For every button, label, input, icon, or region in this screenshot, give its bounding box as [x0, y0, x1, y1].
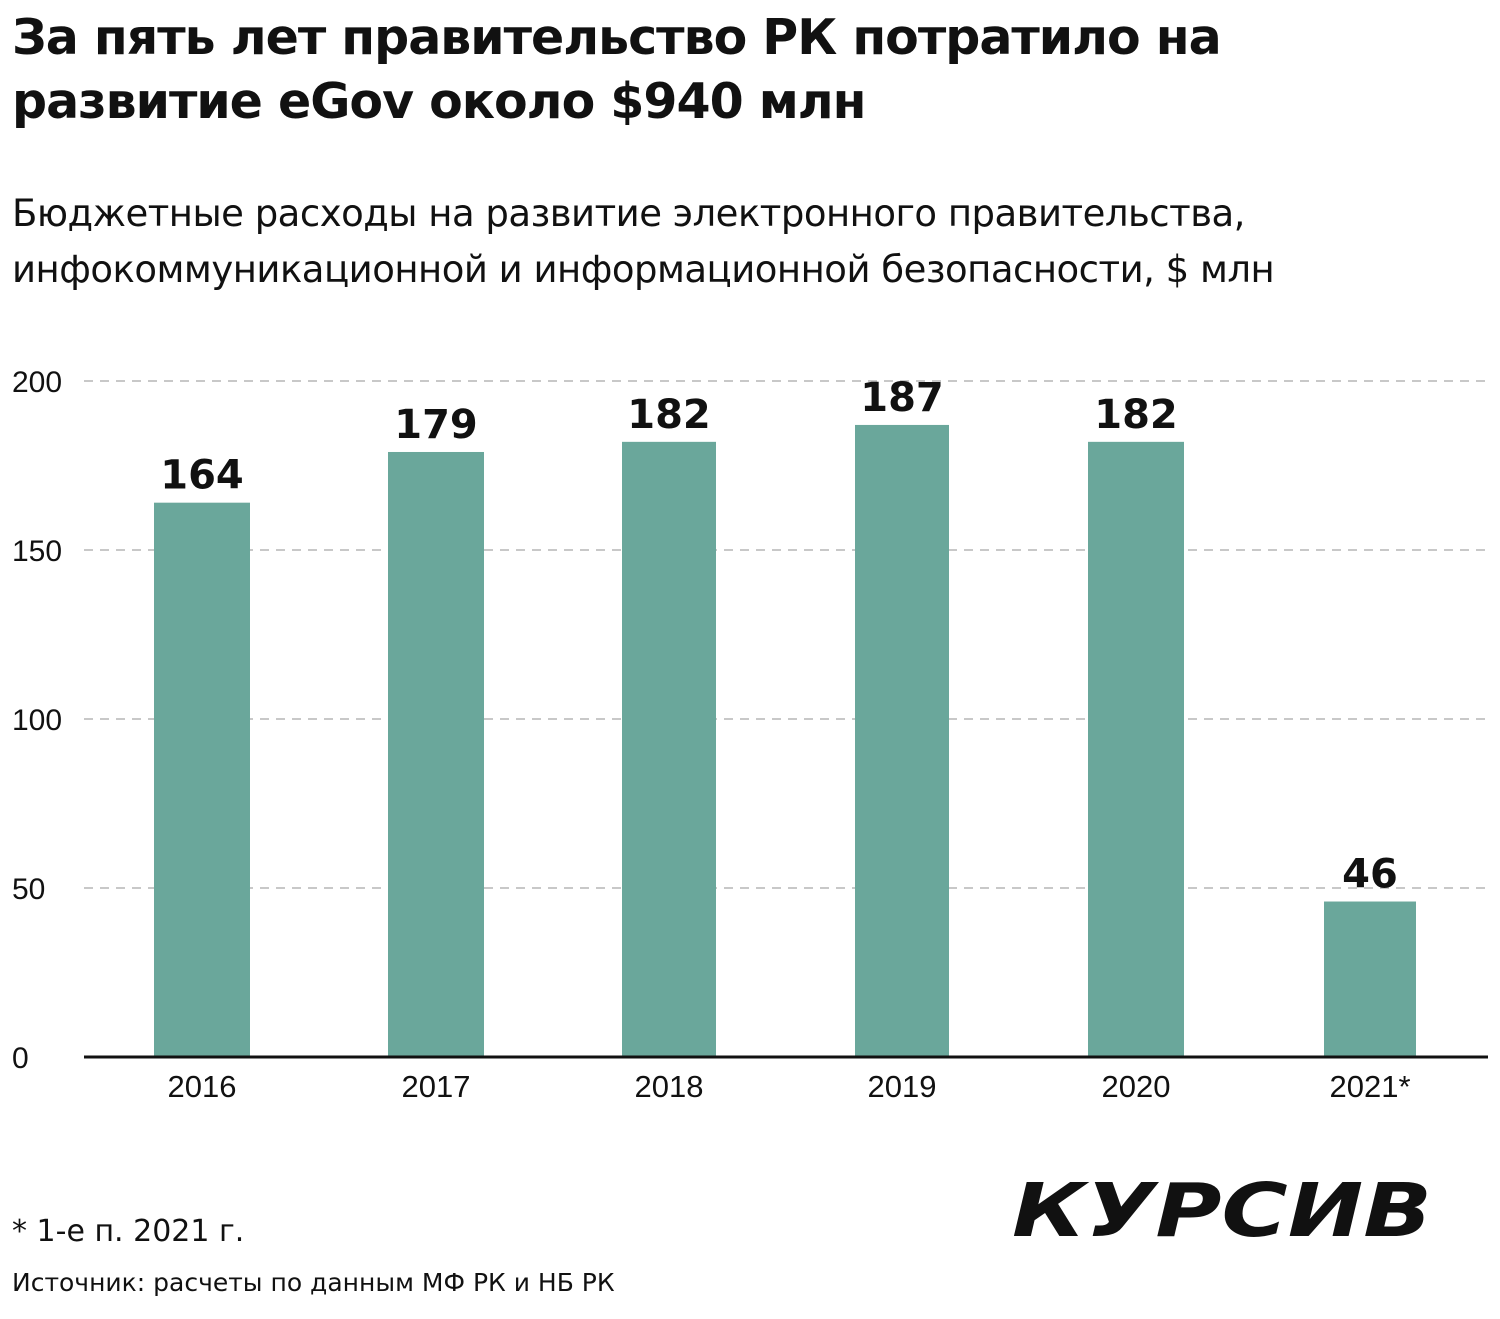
chart-subtitle: Бюджетные расходы на развитие электронно…: [12, 192, 1275, 291]
y-tick-label: 100: [12, 704, 62, 737]
bar-2018: [622, 441, 716, 1058]
source-note: Источник: расчеты по данным МФ РК и НБ Р…: [12, 1268, 615, 1297]
bar-chart: 0 50 100 150 200 164 2016 179 2017 182 2018 187 201…: [12, 366, 1488, 1104]
x-tick-label: 2016: [168, 1069, 237, 1104]
data-label: 182: [627, 392, 711, 438]
kursiv-logo: КУРСИВ: [1012, 1172, 1432, 1244]
bar-2019: [855, 424, 949, 1057]
y-tick-label: 200: [12, 366, 62, 399]
chart-title: За пять лет правительство РК потратило н…: [12, 9, 1222, 130]
data-label: 187: [860, 375, 944, 421]
bar-2017: [388, 451, 484, 1058]
y-tick-label: 50: [12, 873, 45, 906]
x-tick-label: 2019: [868, 1069, 937, 1104]
data-label: 46: [1342, 852, 1398, 898]
x-tick-label: 2018: [635, 1069, 704, 1104]
x-tick-label: 2017: [402, 1069, 471, 1104]
x-tick-label: 2021*: [1329, 1069, 1410, 1104]
footnote: * 1-е п. 2021 г.: [12, 1214, 245, 1249]
logo-text: КУРСИВ: [1012, 1172, 1432, 1244]
x-tick-label: 2020: [1102, 1069, 1171, 1104]
data-label: 179: [394, 402, 478, 448]
data-label: 164: [160, 453, 244, 499]
bar-2020: [1088, 441, 1184, 1058]
y-tick-label: 150: [12, 535, 62, 568]
bar-2016: [154, 502, 250, 1057]
bar-2021*: [1324, 901, 1416, 1057]
y-tick-label: 0: [12, 1042, 29, 1075]
data-label: 182: [1094, 392, 1178, 438]
